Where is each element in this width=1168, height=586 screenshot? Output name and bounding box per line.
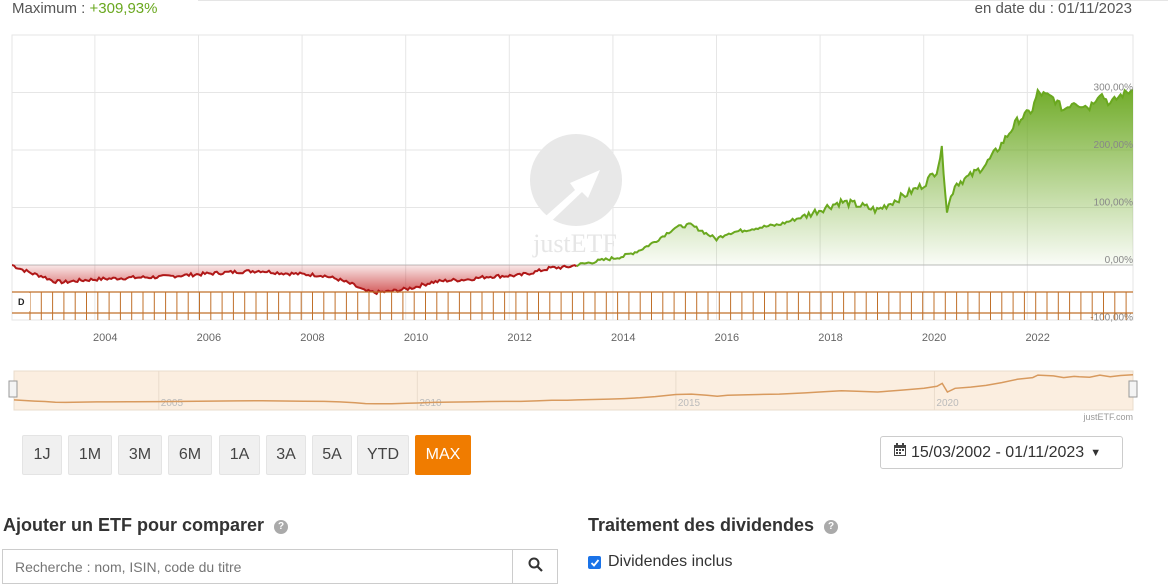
- x-tick-label: 2020: [922, 332, 946, 344]
- range-button-max[interactable]: MAX: [415, 435, 471, 475]
- x-tick-label: 2014: [611, 332, 635, 344]
- navigator-line: [13, 373, 1134, 405]
- navigator-handle-left[interactable]: [8, 380, 18, 398]
- as-of-date: en date du : 01/11/2023: [974, 0, 1132, 17]
- dividend-marker-strip: D: [12, 291, 1133, 320]
- navigator-label: 2015: [678, 398, 701, 409]
- x-tick-label: 2006: [197, 332, 221, 344]
- range-button-1m[interactable]: 1M: [68, 435, 112, 475]
- marker-d-label: D: [18, 297, 25, 307]
- dividends-section-title: Traitement des dividendes?: [588, 515, 839, 536]
- navigator-label: 2020: [936, 398, 959, 409]
- marker-d-box: [13, 293, 30, 311]
- series-line-negative: [12, 264, 578, 296]
- compare-section-title: Ajouter un ETF pour comparer?: [3, 515, 289, 536]
- y-tick-label: -100,00%: [1090, 313, 1133, 324]
- help-icon[interactable]: ?: [824, 520, 839, 534]
- max-value: +309,93%: [89, 0, 158, 17]
- navigator-label: 2010: [419, 398, 442, 409]
- chevron-down-icon: ▼: [1090, 446, 1102, 459]
- x-tick-label: 2012: [507, 332, 531, 344]
- dividends-title-text: Traitement des dividendes: [588, 515, 815, 535]
- navigator-credit: justETF.com: [1082, 412, 1133, 422]
- performance-chart[interactable]: justETF 300,00% 200,00% 100,00% 0,00% -100,0…: [0, 0, 1168, 430]
- calendar-icon: [893, 443, 907, 462]
- y-tick-label: 0,00%: [1105, 255, 1133, 266]
- search-icon: [528, 557, 543, 577]
- compare-title-text: Ajouter un ETF pour comparer: [3, 515, 265, 535]
- navigator-label: 2005: [161, 398, 184, 409]
- range-button-1j[interactable]: 1J: [22, 435, 62, 475]
- range-button-6m[interactable]: 6M: [168, 435, 212, 475]
- negative-area: [12, 265, 577, 294]
- y-tick-label: 200,00%: [1094, 140, 1134, 151]
- search-button[interactable]: [512, 549, 558, 584]
- x-tick-label: 2022: [1025, 332, 1049, 344]
- help-icon[interactable]: ?: [274, 520, 289, 534]
- date-range-value: 15/03/2002 - 01/11/2023: [911, 443, 1085, 461]
- etf-search-input[interactable]: [2, 549, 513, 584]
- y-tick-label: 300,00%: [1094, 83, 1134, 94]
- watermark-logo: justETF: [530, 134, 622, 258]
- range-button-5a[interactable]: 5A: [312, 435, 352, 475]
- x-tick-label: 2018: [818, 332, 842, 344]
- range-button-ytd[interactable]: YTD: [357, 435, 409, 475]
- x-axis-labels: 2004 2006 2008 2010 2012 2014 2016 2018 2020 2022: [93, 332, 1050, 344]
- check-icon: [590, 558, 599, 567]
- x-tick-label: 2016: [715, 332, 739, 344]
- range-button-3a[interactable]: 3A: [266, 435, 306, 475]
- navigator-handle-right[interactable]: [1128, 380, 1138, 398]
- header-divider: [198, 0, 1168, 5]
- max-performance: Maximum : +309,93%: [12, 0, 158, 17]
- dividends-checkbox-label[interactable]: Dividendes inclus: [608, 553, 733, 570]
- max-label: Maximum :: [12, 0, 86, 17]
- date-range-picker[interactable]: 15/03/2002 - 01/11/2023 ▼: [880, 436, 1123, 469]
- x-tick-label: 2004: [93, 332, 117, 344]
- range-button-1a[interactable]: 1A: [219, 435, 260, 475]
- range-button-3m[interactable]: 3M: [118, 435, 162, 475]
- x-tick-label: 2008: [300, 332, 324, 344]
- range-navigator[interactable]: 2005 2010 2015 2020 justETF.com: [0, 0, 1168, 430]
- y-axis-labels: 300,00% 200,00% 100,00% 0,00% -100,00%: [1090, 83, 1133, 324]
- dividends-checkbox[interactable]: [588, 556, 601, 569]
- watermark-text: justETF: [532, 229, 617, 258]
- y-tick-label: 100,00%: [1094, 198, 1134, 209]
- x-tick-label: 2010: [404, 332, 428, 344]
- positive-area: [576, 89, 1133, 267]
- series-line-positive: [576, 87, 1133, 268]
